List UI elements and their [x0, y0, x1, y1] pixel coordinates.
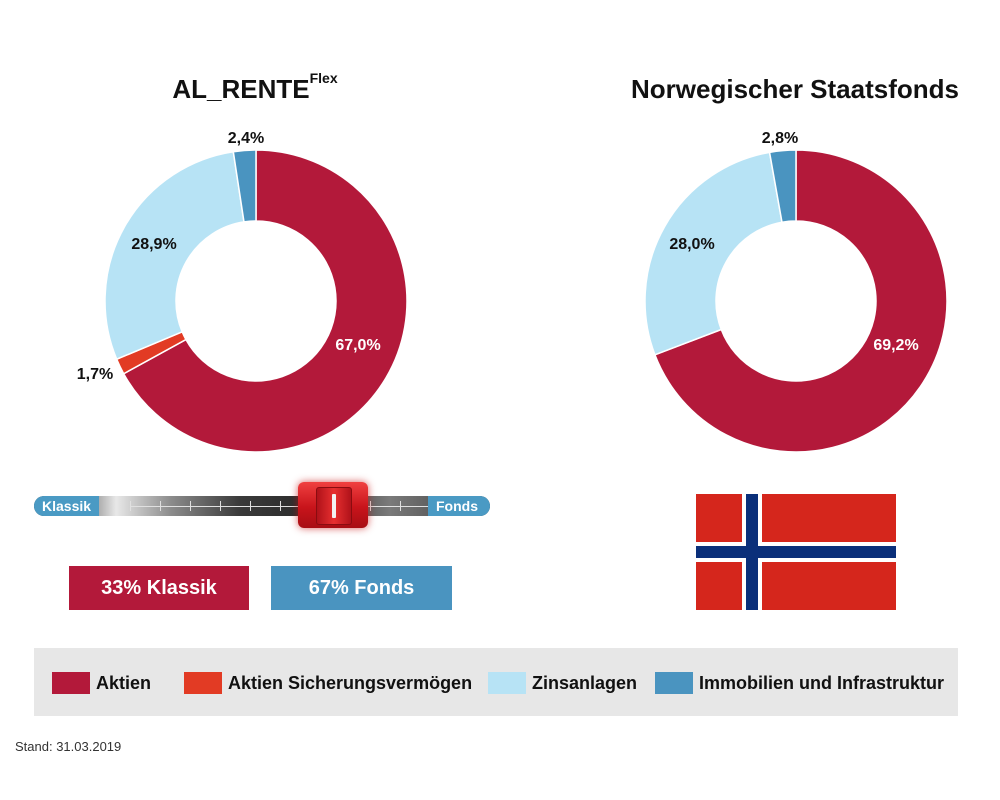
- chart-title-staatsfonds: Norwegischer Staatsfonds: [620, 74, 970, 105]
- slice-label-al-rente-aktien: 67,0%: [335, 337, 380, 354]
- slider-label-fonds: Fonds: [428, 496, 490, 516]
- chart-title-al-rente-main: AL_RENTE: [172, 74, 310, 104]
- donut-charts: 67,0% 1,7% 28,9% 2,4% 69,2% 28,0% 2,8%: [77, 130, 948, 453]
- legend-label-aktien: Aktien: [96, 673, 152, 693]
- chart-title-al-rente-sup: Flex: [309, 70, 338, 86]
- legend-swatch-zinsanlagen: [488, 672, 526, 694]
- fonds-box: 67% Fonds: [271, 566, 452, 610]
- slice-al-rente-zinsanlagen: [104, 150, 245, 361]
- slice-label-al-rente-immobilien-und-infrastruktur: 2,4%: [228, 130, 264, 147]
- slice-staatsfonds-aktien: [653, 149, 948, 453]
- legend-label-immobilien: Immobilien und Infrastruktur: [699, 673, 945, 693]
- legend-label-zinsanlagen: Zinsanlagen: [532, 673, 638, 693]
- chart-title-al-rente: AL_RENTEFlex: [160, 70, 350, 105]
- slider-ticks: [130, 501, 431, 511]
- legend-swatch-aktien: [52, 672, 90, 694]
- slice-label-staatsfonds-immobilien-und-infrastruktur: 2,8%: [762, 130, 798, 147]
- legend-label-aktien-sicherung: Aktien Sicherungsvermögen: [228, 673, 473, 693]
- legend: Aktien Aktien Sicherungsvermögen Zinsanl…: [34, 648, 958, 716]
- slice-al-rente-immobilien-und-infrastruktur: [232, 149, 257, 223]
- allocation-slider[interactable]: Klassik Fonds: [34, 482, 490, 528]
- slider-label-klassik: Klassik: [34, 496, 100, 516]
- legend-swatch-aktien-sicherung: [184, 672, 222, 694]
- slice-label-al-rente-zinsanlagen: 28,9%: [131, 236, 176, 253]
- slice-staatsfonds-zinsanlagen: [644, 151, 783, 356]
- norway-flag: [696, 494, 896, 610]
- legend-swatch-immobilien: [655, 672, 693, 694]
- slice-al-rente-aktien: [122, 149, 408, 453]
- slice-staatsfonds-immobilien-und-infrastruktur: [768, 149, 797, 224]
- klassik-box: 33% Klassik: [69, 566, 249, 610]
- slice-label-staatsfonds-zinsanlagen: 28,0%: [669, 236, 714, 253]
- slice-label-al-rente-aktien-sicherungsvermoegen: 1,7%: [77, 366, 113, 383]
- slice-label-staatsfonds-aktien: 69,2%: [873, 337, 918, 354]
- slider-knob[interactable]: [298, 482, 368, 528]
- stand-date: Stand: 31.03.2019: [15, 739, 122, 754]
- chart-title-staatsfonds-text: Norwegischer Staatsfonds: [631, 74, 959, 104]
